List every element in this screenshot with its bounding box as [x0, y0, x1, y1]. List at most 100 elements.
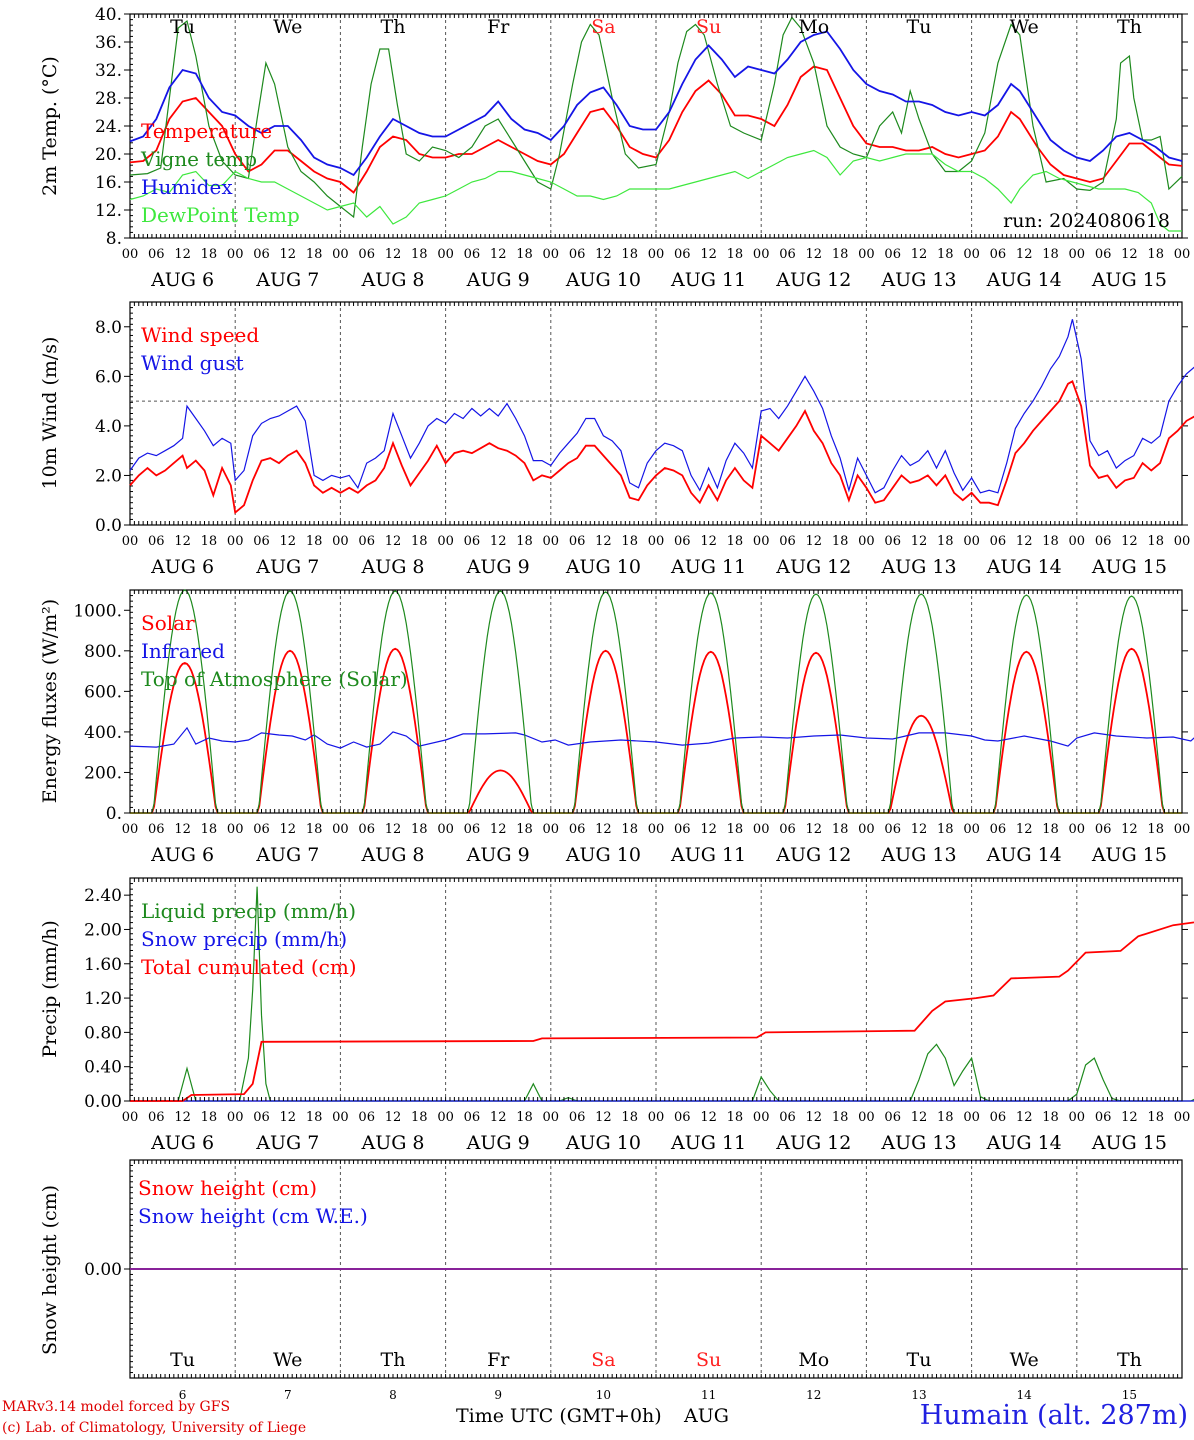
series-line-temperature	[129, 65, 1183, 194]
weekday-label-bottom: Tu	[170, 1349, 195, 1371]
hour-tick-label: 00	[858, 1110, 875, 1125]
date-tick-label: AUG 9	[466, 1132, 530, 1154]
hour-tick-label: 06	[253, 534, 270, 549]
hour-tick-label: 06	[990, 534, 1007, 549]
legend-entry: Humidex	[141, 175, 233, 199]
y-tick-label: 1.60	[84, 955, 122, 975]
hour-tick-label: 00	[227, 534, 244, 549]
hour-tick-label: 18	[201, 247, 218, 262]
y-tick-label: 4.0	[95, 417, 122, 437]
hour-tick-label: 12	[1016, 534, 1033, 549]
date-tick-label: AUG 15	[1091, 556, 1167, 578]
date-tick-label: AUG 11	[670, 1132, 746, 1154]
hour-tick-label: 06	[358, 247, 375, 262]
hour-tick-label: 06	[674, 822, 691, 837]
hour-tick-label: 06	[358, 534, 375, 549]
hour-tick-label: 06	[1095, 822, 1112, 837]
hour-tick-label: 06	[358, 822, 375, 837]
hour-tick-label: 06	[464, 247, 481, 262]
series-line-dewpoint-temp	[129, 149, 1182, 232]
legend-entry: Solar	[141, 611, 195, 635]
hour-tick-label: 00	[122, 247, 139, 262]
date-tick-label: AUG 13	[880, 269, 956, 291]
hour-tick-label: 00	[1174, 247, 1191, 262]
hour-tick-label: 18	[727, 534, 744, 549]
hour-tick-label: 00	[227, 822, 244, 837]
hour-tick-label: 00	[1069, 822, 1086, 837]
hour-tick-label: 00	[227, 247, 244, 262]
hour-tick-label: 18	[306, 247, 323, 262]
hour-tick-label: 12	[806, 822, 823, 837]
y-tick-label: 800.	[84, 642, 122, 662]
hour-tick-label: 18	[1042, 534, 1059, 549]
day-number-label: 9	[494, 1388, 502, 1402]
day-number-label: 15	[1122, 1388, 1137, 1402]
series-line-top-of-atmosphere-solar-	[130, 589, 1182, 814]
legend-entry: Infrared	[141, 639, 225, 663]
y-tick-label: 8.0	[95, 318, 122, 338]
y-tick-label: 2.40	[84, 886, 122, 906]
date-tick-label: AUG 14	[986, 556, 1062, 578]
date-tick-label: AUG 8	[360, 556, 424, 578]
hour-tick-label: 12	[911, 822, 928, 837]
hour-tick-label: 00	[332, 822, 349, 837]
hour-tick-label: 00	[543, 822, 560, 837]
hour-tick-label: 06	[1095, 247, 1112, 262]
hour-tick-label: 18	[937, 822, 954, 837]
hour-tick-label: 18	[306, 822, 323, 837]
weekday-label-top: Tu	[907, 16, 932, 38]
date-tick-label: AUG 6	[150, 269, 214, 291]
hour-tick-label: 12	[280, 1110, 297, 1125]
y-tick-label: 8.	[106, 229, 122, 249]
day-number-label: 6	[179, 1388, 187, 1402]
hour-tick-label: 06	[674, 247, 691, 262]
hour-tick-label: 00	[753, 534, 770, 549]
hour-tick-label: 00	[963, 534, 980, 549]
panel-frame	[129, 589, 1183, 814]
hour-tick-label: 12	[490, 1110, 507, 1125]
y-tick-label: 2.00	[84, 920, 122, 940]
hour-tick-label: 00	[648, 247, 665, 262]
hour-tick-label: 12	[595, 1110, 612, 1125]
hour-tick-label: 00	[1174, 822, 1191, 837]
weekday-label-top: We	[273, 16, 302, 38]
legend-entry: Snow height (cm)	[138, 1176, 317, 1200]
hour-tick-label: 18	[201, 822, 218, 837]
legend-entry: Vigne temp	[140, 147, 257, 171]
hour-tick-label: 12	[595, 822, 612, 837]
y-tick-label: 600.	[84, 682, 122, 702]
date-tick-label: AUG 6	[150, 844, 214, 866]
weekday-label-bottom: Tu	[907, 1349, 932, 1371]
hour-tick-label: 18	[727, 822, 744, 837]
weekday-label-top: We	[1010, 16, 1039, 38]
lab-credit: (c) Lab. of Climatology, University of L…	[2, 1420, 307, 1436]
date-tick-label: AUG 13	[880, 556, 956, 578]
date-tick-label: AUG 6	[150, 1132, 214, 1154]
date-tick-label: AUG 13	[880, 844, 956, 866]
date-tick-label: AUG 12	[775, 269, 851, 291]
hour-tick-label: 06	[990, 247, 1007, 262]
hour-tick-label: 18	[411, 822, 428, 837]
hour-tick-label: 18	[411, 247, 428, 262]
weekday-label-top: Mo	[798, 16, 829, 38]
hour-tick-label: 18	[201, 534, 218, 549]
y-tick-label: 400.	[84, 723, 122, 743]
hour-tick-label: 18	[832, 822, 849, 837]
y-tick-label: 28.	[95, 89, 122, 109]
hour-tick-label: 12	[385, 247, 402, 262]
hour-tick-label: 12	[490, 822, 507, 837]
hour-tick-label: 00	[1069, 247, 1086, 262]
hour-tick-label: 06	[148, 247, 165, 262]
hour-tick-label: 06	[779, 534, 796, 549]
hour-tick-label: 00	[648, 534, 665, 549]
hour-tick-label: 00	[543, 247, 560, 262]
legend-entry: Temperature	[141, 119, 272, 143]
hour-tick-label: 18	[1147, 822, 1164, 837]
hour-tick-label: 12	[700, 534, 717, 549]
hour-tick-label: 12	[700, 1110, 717, 1125]
date-tick-label: AUG 9	[466, 556, 530, 578]
hour-tick-label: 12	[174, 247, 191, 262]
hour-tick-label: 06	[253, 822, 270, 837]
hour-tick-label: 06	[779, 1110, 796, 1125]
hour-tick-label: 06	[148, 1110, 165, 1125]
